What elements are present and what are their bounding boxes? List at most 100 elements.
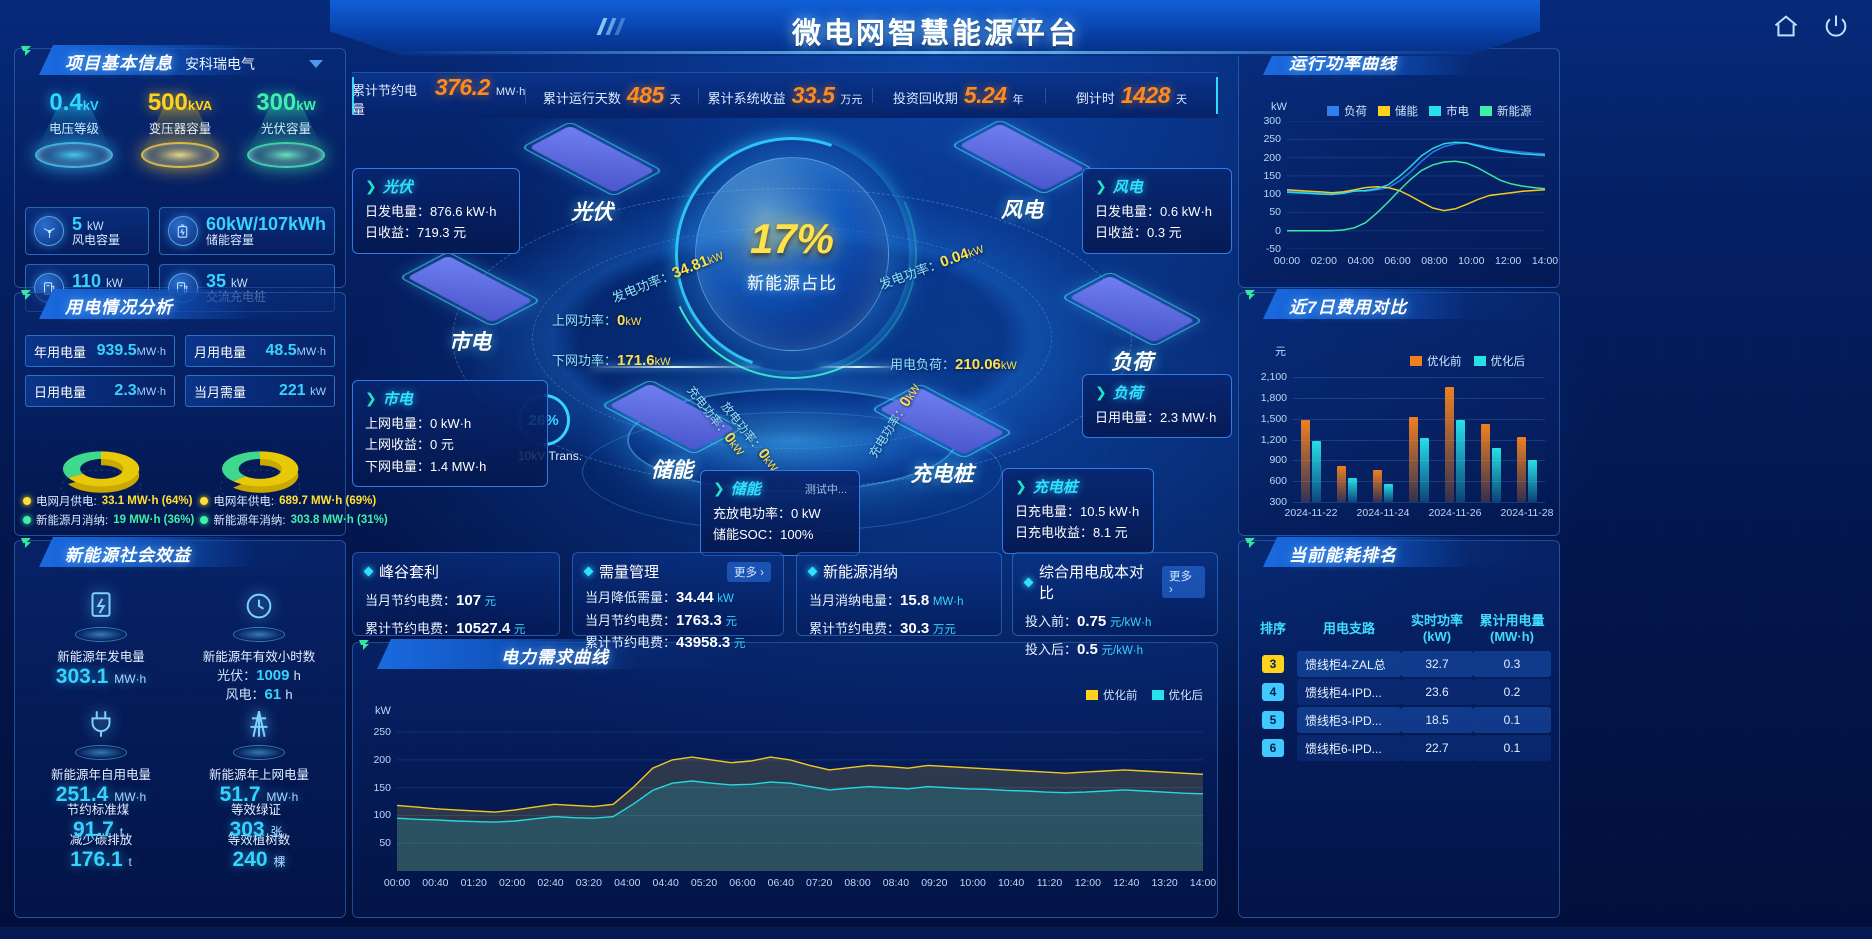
table-row[interactable]: 4 馈线柜4-IPD... 23.6 0.2 — [1249, 678, 1551, 706]
social-unit: MW·h — [114, 672, 147, 686]
legend-dot-icon — [23, 516, 31, 524]
corner-marker-icon — [21, 46, 37, 62]
core-percent: 17% — [749, 215, 835, 263]
social-grid-feedin: 新能源年上网电量 51.7 MW·h — [181, 705, 337, 821]
stat-unit: MW·h — [136, 346, 166, 358]
power-icon[interactable] — [1822, 12, 1850, 40]
legend-label: 市电 — [1446, 106, 1469, 118]
cell-energy: 0.2 — [1473, 678, 1551, 706]
newenergy-core: 17% 新能源占比 — [631, 94, 953, 415]
bar — [1409, 416, 1418, 502]
metric-card-cost-comparison: 综合用电成本对比 更多 › 投入前：0.75 元/kW·h 投入后：0.5 元/k… — [1012, 552, 1218, 658]
kpi-item: 累计节约电量 376.2 MW·h — [352, 74, 525, 118]
stat-value: 48.5 — [265, 342, 297, 359]
social-disc — [233, 627, 285, 642]
legend-item-grid-year: 电网年供电: 689.7 MW·h (69%) — [200, 493, 387, 509]
x-tick: 10:00 — [1458, 255, 1485, 267]
header-actions — [1772, 12, 1850, 40]
panel-header-bar — [377, 639, 739, 669]
flow-unit: kW — [625, 316, 642, 328]
col-power: 实时功率 (kW) — [1401, 607, 1473, 650]
social-label: 新能源年自用电量 — [50, 768, 151, 782]
node-label: 风电 — [1001, 199, 1043, 222]
legend-label: 电网月供电: — [36, 496, 97, 508]
header-band — [330, 0, 1540, 56]
y-tick: 250 — [373, 726, 391, 739]
corner-marker-icon — [1245, 290, 1261, 306]
home-icon[interactable] — [1772, 12, 1800, 40]
node-charging-pile[interactable]: 充电桩 — [852, 387, 1032, 488]
ranking-body: 3 馈线柜4-ZAL总 32.7 0.3 4 馈线柜4-IPD... 23.6 0.2 5 馈线柜… — [1249, 650, 1551, 762]
table-row[interactable]: 6 馈线柜6-IPD... 22.7 0.1 — [1249, 734, 1551, 762]
flow-label: 用电负荷： — [890, 357, 956, 372]
metric-label: 当月节约电费： — [585, 612, 677, 628]
node-pv[interactable]: 光伏 — [502, 125, 682, 226]
metric-label: 当月节约电费： — [365, 593, 457, 608]
x-tick: 06:00 — [1384, 255, 1411, 267]
y-tick: 100 — [1263, 188, 1281, 201]
table-row[interactable]: 5 馈线柜3-IPD... 18.5 0.1 — [1249, 706, 1551, 734]
x-tick: 14:00 — [1531, 255, 1559, 267]
social-value: 303.1 — [55, 665, 109, 688]
more-button[interactable]: 更多 › — [726, 561, 771, 582]
social-value: 91.7 — [72, 818, 114, 841]
table-row[interactable]: 3 馈线柜4-ZAL总 32.7 0.3 — [1249, 650, 1551, 678]
infocard-row: 上网电量：0 kW·h — [365, 416, 472, 431]
y-tick: 300 — [1263, 115, 1281, 127]
capacity-disc — [35, 142, 113, 168]
plug-icon — [79, 707, 123, 747]
metric-label: 投入前： — [1025, 614, 1078, 629]
capacity-value: 0.4 — [49, 89, 83, 116]
infocard-pv: ❯ 光伏 日发电量：876.6 kW·h 日收益：719.3 元 — [352, 168, 520, 254]
kpi-value: 376.2 — [434, 73, 491, 100]
x-tick: 05:20 — [690, 877, 718, 889]
node-load[interactable]: 负荷 — [1042, 275, 1222, 376]
kpi-label: 倒计时 — [1075, 91, 1115, 106]
x-tick: 06:40 — [767, 877, 794, 889]
legend-storage: 储能 — [1378, 103, 1418, 119]
x-tick: 2024-11-26 — [1428, 507, 1482, 519]
mini-label: 储能容量 — [205, 233, 254, 248]
stat-day-usage: 日用电量 2.3MW·h — [25, 375, 175, 407]
node-grid[interactable]: 市电 — [380, 255, 560, 356]
node-platform — [407, 255, 533, 323]
panel-header-bar — [1263, 289, 1549, 319]
social-carbon-reduction: 减少碳排放 176.1 t — [23, 823, 179, 939]
metric-unit: 元 — [733, 638, 746, 650]
energy-topology: 17% 新能源占比 光伏 市电 风电 负荷 储能 充电桩 发电功率：34.81k… — [352, 94, 1232, 556]
y-tick: 600 — [1269, 475, 1287, 488]
panel-title: 项目基本信息 — [65, 54, 173, 73]
stat-label: 年用电量 — [34, 344, 87, 360]
panel-body: 元 优化前 优化后 300 600 900 1,200 1,500 1,800 2,100 … — [1239, 331, 1559, 535]
more-button[interactable]: 更多 › — [1161, 566, 1205, 598]
metric-value: 107 — [456, 592, 482, 609]
infocard-row: 储能SOC：100% — [713, 527, 814, 543]
mini-unit: kW — [230, 277, 248, 290]
legend-label: 新能源年消纳: — [213, 515, 286, 527]
kpi-item: 累计运行天数 485 天 — [525, 82, 698, 109]
legend-label: 优化后 — [1168, 690, 1204, 702]
metric-card-newenergy-consumption: 新能源消纳 当月消纳电量：15.8 MW·h 累计节约电费：30.3 万元 — [796, 552, 1002, 637]
node-storage[interactable]: 储能 — [582, 383, 762, 484]
chevron-right-icon: ❯ — [365, 178, 377, 194]
social-equivalent-trees: 等效植树数 240 棵 — [181, 823, 337, 939]
legend-swatch — [1473, 356, 1486, 366]
metric-unit: 元 — [513, 623, 526, 636]
metric-unit: 万元 — [932, 623, 956, 636]
infocard-row: 日发电量：0.6 kW·h — [1095, 204, 1213, 219]
company-selector[interactable]: 安科瑞电气 — [179, 53, 329, 75]
panel-title: 电力需求曲线 — [501, 648, 609, 667]
metric-unit: 元 — [484, 596, 497, 608]
app-header: 微电网智慧能源平台 — [0, 0, 1872, 64]
legend-value: 33.1 MW·h (64%) — [101, 495, 193, 507]
bar — [1528, 460, 1537, 502]
x-tick: 2024-11-28 — [1500, 507, 1554, 519]
node-wind[interactable]: 风电 — [932, 123, 1112, 224]
mini-value: 60kW/107kWh — [205, 213, 326, 234]
x-tick: 06:00 — [729, 877, 756, 889]
legend-value: 303.8 MW·h (31%) — [290, 514, 388, 526]
legend-item-newenergy-month: 新能源月消纳: 19 MW·h (36%) — [23, 512, 194, 528]
chevron-right-icon: ❯ — [365, 390, 377, 406]
x-tick: 07:20 — [806, 877, 833, 889]
legend-swatch — [1429, 106, 1441, 116]
